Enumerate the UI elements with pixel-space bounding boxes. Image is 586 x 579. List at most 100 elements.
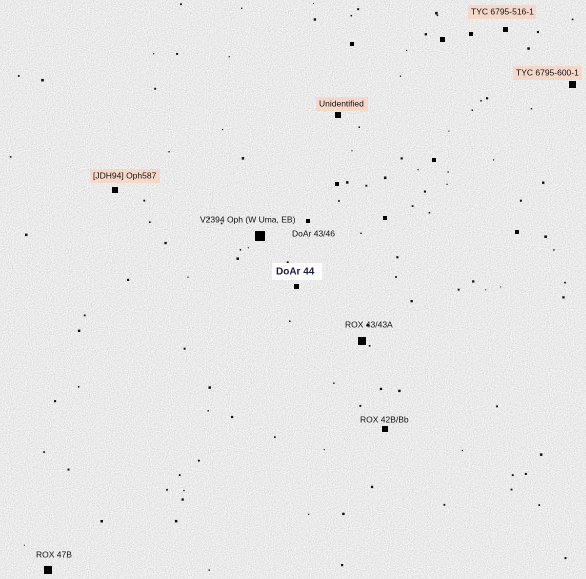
star: [360, 232, 362, 234]
star: [538, 504, 541, 506]
star: [359, 404, 362, 407]
star: [286, 261, 289, 264]
star: [127, 278, 130, 281]
star: [539, 453, 543, 456]
star: [341, 564, 344, 567]
star: [274, 436, 276, 438]
star: [77, 386, 80, 388]
star: [44, 566, 52, 574]
star: [544, 235, 547, 238]
star: [569, 81, 576, 88]
star: [247, 247, 249, 249]
star: [510, 488, 513, 491]
star: [553, 249, 555, 251]
star: [383, 176, 387, 180]
star: [432, 158, 436, 162]
star: [350, 42, 354, 46]
label: Unidentified: [319, 98, 364, 108]
star: [500, 286, 502, 288]
star: [417, 169, 419, 171]
star: [346, 181, 349, 184]
star: [112, 187, 118, 193]
star: [524, 472, 527, 475]
star: [443, 503, 446, 506]
star: [396, 256, 399, 259]
star: [383, 216, 387, 220]
star: [208, 217, 210, 220]
star: [515, 230, 519, 234]
star: [207, 410, 209, 412]
star: [166, 488, 168, 491]
star: [436, 14, 439, 17]
star: [25, 233, 28, 237]
star: [323, 449, 325, 451]
star: [448, 130, 450, 132]
star: [480, 100, 482, 102]
star: [180, 3, 182, 6]
star: [351, 150, 353, 152]
star: [564, 281, 566, 284]
star: [178, 474, 181, 476]
star: [236, 257, 239, 260]
labels: TYC 6795-516-1 TYC 6795-600-1 Unidentifi…: [36, 5, 582, 559]
star: [457, 288, 460, 291]
star: [220, 222, 223, 225]
star: [485, 289, 487, 291]
star: [187, 276, 189, 278]
star: [536, 31, 539, 34]
star: [23, 544, 25, 546]
star: [542, 181, 545, 184]
star: [410, 300, 413, 303]
star: [471, 109, 473, 111]
label-box: [468, 5, 536, 19]
label: DoAr 43/46: [292, 228, 335, 238]
target-label: DoAr 44: [276, 267, 315, 278]
star: [308, 513, 310, 515]
star: [399, 75, 402, 77]
star: [400, 157, 403, 160]
star: [43, 451, 45, 453]
label: TYC 6795-516-1: [471, 6, 534, 16]
star: [493, 159, 495, 161]
star: [228, 56, 230, 58]
star: [368, 345, 371, 347]
star: [446, 183, 448, 185]
label-box: [513, 66, 582, 80]
star: [428, 211, 431, 214]
star: [370, 485, 374, 489]
star: [154, 87, 157, 90]
star: [174, 519, 178, 523]
star: [181, 498, 184, 501]
star: [67, 468, 70, 471]
star: [208, 386, 211, 389]
label: TYC 6795-600-1: [516, 67, 579, 77]
star: [423, 190, 426, 193]
label: [JDH94] Oph587: [93, 170, 157, 180]
label: ROX 43/43A: [345, 319, 393, 329]
star: [406, 49, 408, 51]
star: [571, 18, 574, 21]
star: [411, 205, 414, 207]
star: [197, 459, 200, 462]
star: [447, 171, 449, 173]
star: [208, 569, 210, 571]
label: ROX 42B/Bb: [360, 414, 409, 424]
star: [143, 199, 146, 202]
star: [153, 53, 155, 55]
star: [221, 128, 224, 131]
star: [17, 75, 20, 77]
star: [54, 400, 57, 403]
star: [313, 18, 317, 21]
label-box: [272, 263, 322, 280]
label-box: [316, 97, 368, 111]
star: [562, 296, 565, 299]
star: [335, 112, 341, 118]
star: [469, 32, 473, 36]
star: [176, 52, 179, 55]
star: [379, 387, 383, 391]
star: [496, 405, 498, 408]
star: [100, 520, 103, 523]
star: [148, 221, 151, 223]
